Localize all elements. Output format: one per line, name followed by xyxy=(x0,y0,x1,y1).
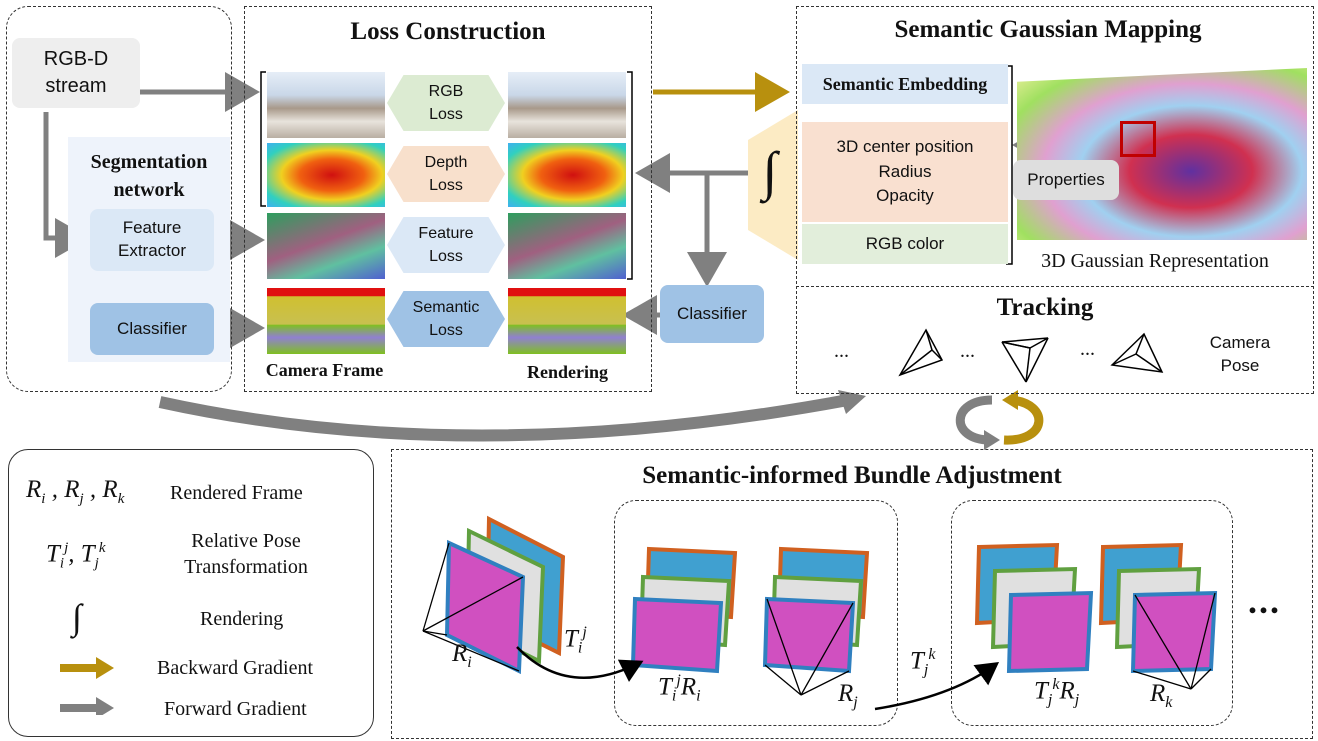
legend-arrows xyxy=(60,657,114,715)
bundle-frames-layer xyxy=(422,515,1218,711)
depth-loss: Depth Loss xyxy=(387,146,505,202)
legend-relative-pose: Relative Pose Transformation xyxy=(184,530,308,578)
label-rk: Rk xyxy=(1150,680,1173,711)
tracking-title: Tracking xyxy=(996,294,1094,321)
transform-arrow-tj-k xyxy=(874,662,1000,711)
rgb-color-box: RGB color xyxy=(802,224,1008,264)
left-bracket xyxy=(260,71,266,207)
rendering-frame-rgb xyxy=(508,72,626,138)
segmentation-title: Segmentation network xyxy=(90,151,208,201)
rgb-loss: RGB Loss xyxy=(387,75,505,131)
camera-frame-feature xyxy=(267,213,385,279)
frame-stack-tj-rj xyxy=(974,542,1094,674)
gaussian-representation-label: 3D Gaussian Representation xyxy=(1041,250,1269,272)
tracking-ellipsis-1: ... xyxy=(834,340,849,362)
legend-rendered-frame-symbols: Ri , Rj , Rk xyxy=(26,476,125,507)
legend-backward-arrow-icon xyxy=(60,657,114,679)
loss-construction-panel xyxy=(244,6,652,392)
legend-panel xyxy=(8,449,374,737)
tracking-ellipsis-2: ... xyxy=(960,340,975,362)
rendering-label: Rendering xyxy=(527,362,608,382)
label-ti-j-ri: TijRi xyxy=(658,672,701,705)
gaussian-representation-image xyxy=(1017,68,1307,240)
rendering-frame-semantic xyxy=(508,288,626,354)
feature-extractor-box: Feature Extractor xyxy=(90,209,214,271)
bundle-group-2 xyxy=(951,500,1233,726)
camera-pose-icon-1 xyxy=(898,328,944,377)
legend-relative-pose-symbols: Tij, Tjk xyxy=(46,540,106,572)
camera-frame-label: Camera Frame xyxy=(265,360,384,380)
semantic-embedding-box: Semantic Embedding xyxy=(802,64,1008,104)
camera-pose-icons xyxy=(898,328,1164,383)
label-rj: Rj xyxy=(838,680,858,711)
rgbd-stream-box: RGB-D stream xyxy=(12,38,140,108)
label-tj-k-rj: TjkRj xyxy=(1034,676,1080,709)
semantic-loss: Semantic Loss xyxy=(387,291,505,347)
mapping-title: Semantic Gaussian Mapping xyxy=(894,16,1202,43)
right-bracket xyxy=(627,71,633,280)
cycle-arrow-gold xyxy=(1003,395,1044,445)
loss-construction-title: Loss Construction xyxy=(350,18,546,45)
bundle-group-1 xyxy=(614,500,898,726)
mapping-panel xyxy=(796,6,1314,394)
legend-rendering: Rendering xyxy=(200,608,284,630)
bundle-adjustment-title: Semantic-informed Bundle Adjustment xyxy=(642,462,1062,489)
legend-forward-arrow-icon xyxy=(60,697,114,715)
camera-frame-semantic xyxy=(267,288,385,354)
properties-label: Properties xyxy=(1013,160,1119,200)
gaussian-properties-box: 3D center position Radius Opacity xyxy=(802,122,1008,222)
classifier-right-box: Classifier xyxy=(660,285,764,343)
cycle-arrow-grey xyxy=(955,395,993,445)
frame-stack-rk xyxy=(1098,542,1218,690)
transform-arrow-ti-j xyxy=(516,646,644,683)
camera-frame-rgb xyxy=(267,72,385,138)
camera-pose-icon-3 xyxy=(1110,332,1164,373)
feature-loss: Feature Loss xyxy=(387,217,505,273)
gaussian-highlight-box xyxy=(1120,121,1156,157)
bundle-adjustment-panel xyxy=(391,449,1313,739)
legend-forward: Forward Gradient xyxy=(164,698,307,720)
tracking-divider xyxy=(796,286,1314,287)
frame-stack-rj xyxy=(762,546,870,696)
rendering-frame-depth xyxy=(508,143,626,207)
camera-pose-label: Camera Pose xyxy=(1209,333,1271,375)
legend-backward: Backward Gradient xyxy=(157,657,314,679)
legend-rendered-frame: Rendered Frame xyxy=(170,482,303,504)
integral-symbol: ∫ xyxy=(762,141,778,201)
mapping-bracket xyxy=(1006,65,1013,265)
camera-frame-depth xyxy=(267,143,385,207)
frame-stack-ti-ri xyxy=(630,546,738,674)
classifier-box: Classifier xyxy=(90,303,214,355)
tracking-ellipsis-3: ... xyxy=(1080,338,1095,360)
input-panel xyxy=(6,6,232,392)
bundle-ellipsis: ... xyxy=(1248,581,1281,621)
label-tj-k: Tjk xyxy=(910,646,936,679)
label-ri: Ri xyxy=(452,640,472,671)
forward-arrow-curve-to-tracking xyxy=(158,394,850,442)
camera-pose-icon-2 xyxy=(1001,337,1049,383)
rendering-frame-feature xyxy=(508,213,626,279)
frame-stack-ri xyxy=(422,515,566,675)
label-ti-j: Tij xyxy=(564,624,587,657)
legend-rendering-symbol: ∫ xyxy=(72,597,82,637)
